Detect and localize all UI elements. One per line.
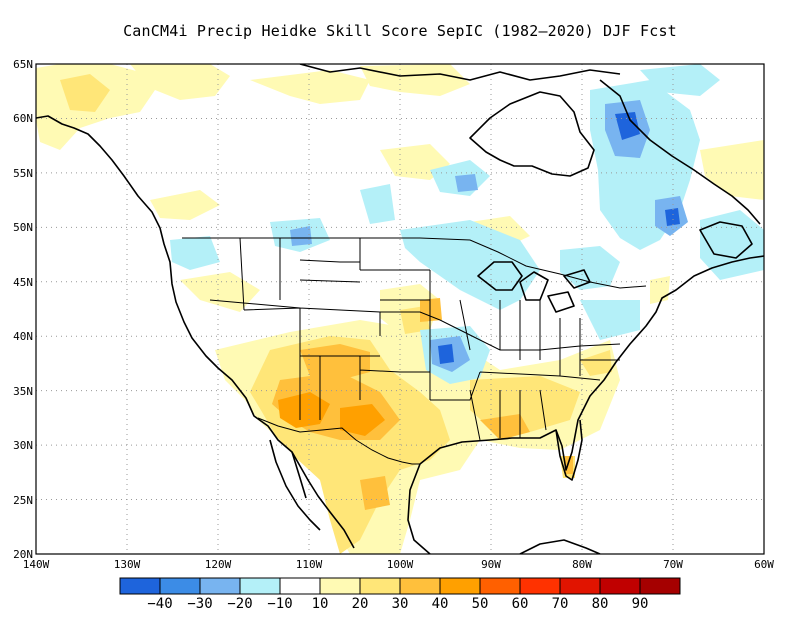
lon-label: 140W: [23, 558, 50, 571]
colorbar-label: 70: [552, 596, 569, 612]
lon-label: 100W: [387, 558, 414, 571]
colorbar-swatch: [479, 577, 521, 595]
colorbar-swatch: [519, 577, 561, 595]
cuba: [519, 539, 601, 554]
lat-label: 35N: [13, 385, 33, 398]
colorbar-label: 40: [432, 596, 449, 612]
longitude-labels: 140W 130W 120W 110W 100W 90W 80W 70W 60W: [23, 558, 775, 571]
lat-label: 45N: [13, 276, 33, 289]
florida: [555, 419, 583, 481]
lon-label: 60W: [754, 558, 774, 571]
gulf-coast: [419, 255, 764, 471]
coastlines: [36, 64, 764, 554]
field-blue-dark: [438, 112, 680, 364]
colorbar-label: 80: [592, 596, 609, 612]
lat-label: 50N: [13, 221, 33, 234]
colorbar-label: 50: [472, 596, 489, 612]
colorbar-swatch: [399, 577, 441, 595]
colorbar: [119, 577, 681, 595]
arctic-coast: [299, 64, 621, 81]
lon-label: 130W: [114, 558, 141, 571]
colorbar-label: 30: [392, 596, 409, 612]
colorbar-swatch: [159, 577, 201, 595]
labrador-coast: [599, 79, 761, 225]
colorbar-label: 10: [312, 596, 329, 612]
colorbar-label: −20: [227, 596, 252, 612]
lat-label: 60N: [13, 112, 33, 125]
lat-label: 30N: [13, 439, 33, 452]
lat-label: 25N: [13, 494, 33, 507]
mexico-gulf-coast: [407, 463, 431, 554]
colorbar-label: −10: [267, 596, 292, 612]
lat-label: 40N: [13, 330, 33, 343]
colorbar-swatch: [319, 577, 361, 595]
colorbar-swatch: [559, 577, 601, 595]
latitude-labels: 65N 60N 55N 50N 45N 40N 35N 30N 25N 20N: [13, 58, 33, 561]
state-lines: [209, 237, 621, 441]
us-mexico-border: [257, 417, 420, 465]
colorbar-label: 20: [352, 596, 369, 612]
lon-label: 110W: [296, 558, 323, 571]
chart-title: CanCM4i Precip Heidke Skill Score SepIC …: [123, 22, 677, 40]
lon-label: 80W: [572, 558, 592, 571]
lat-label: 55N: [13, 167, 33, 180]
newfoundland: [699, 221, 753, 259]
colorbar-label: −40: [147, 596, 172, 612]
colorbar-swatch: [239, 577, 281, 595]
political-borders: [182, 237, 647, 465]
field-yellow: [60, 74, 612, 554]
colorbar-swatch: [359, 577, 401, 595]
colorbar-swatch: [439, 577, 481, 595]
colorbar-label: 60: [512, 596, 529, 612]
colorbar-swatch: [599, 577, 641, 595]
colorbar-swatch: [119, 577, 161, 595]
colorbar-label: 90: [632, 596, 649, 612]
lon-label: 90W: [481, 558, 501, 571]
us-canada-border: [182, 237, 647, 289]
lon-label: 120W: [205, 558, 232, 571]
colorbar-labels: −40 −30 −20 −10 10 20 30 40 50 60 70 80 …: [147, 596, 648, 612]
map-gridlines: [36, 64, 764, 554]
lon-label: 70W: [663, 558, 683, 571]
colorbar-label: −30: [187, 596, 212, 612]
field-orange: [278, 392, 385, 436]
baja-peninsula: [269, 439, 321, 531]
colorbar-swatch: [199, 577, 241, 595]
colorbar-swatch: [279, 577, 321, 595]
colorbar-swatch: [639, 577, 681, 595]
hudson-bay: [469, 91, 595, 177]
map-frame: [35, 63, 765, 555]
lat-label: 65N: [13, 58, 33, 71]
west-coast: [36, 115, 355, 549]
lat-label: 20N: [13, 548, 33, 561]
great-lakes: [477, 261, 591, 313]
